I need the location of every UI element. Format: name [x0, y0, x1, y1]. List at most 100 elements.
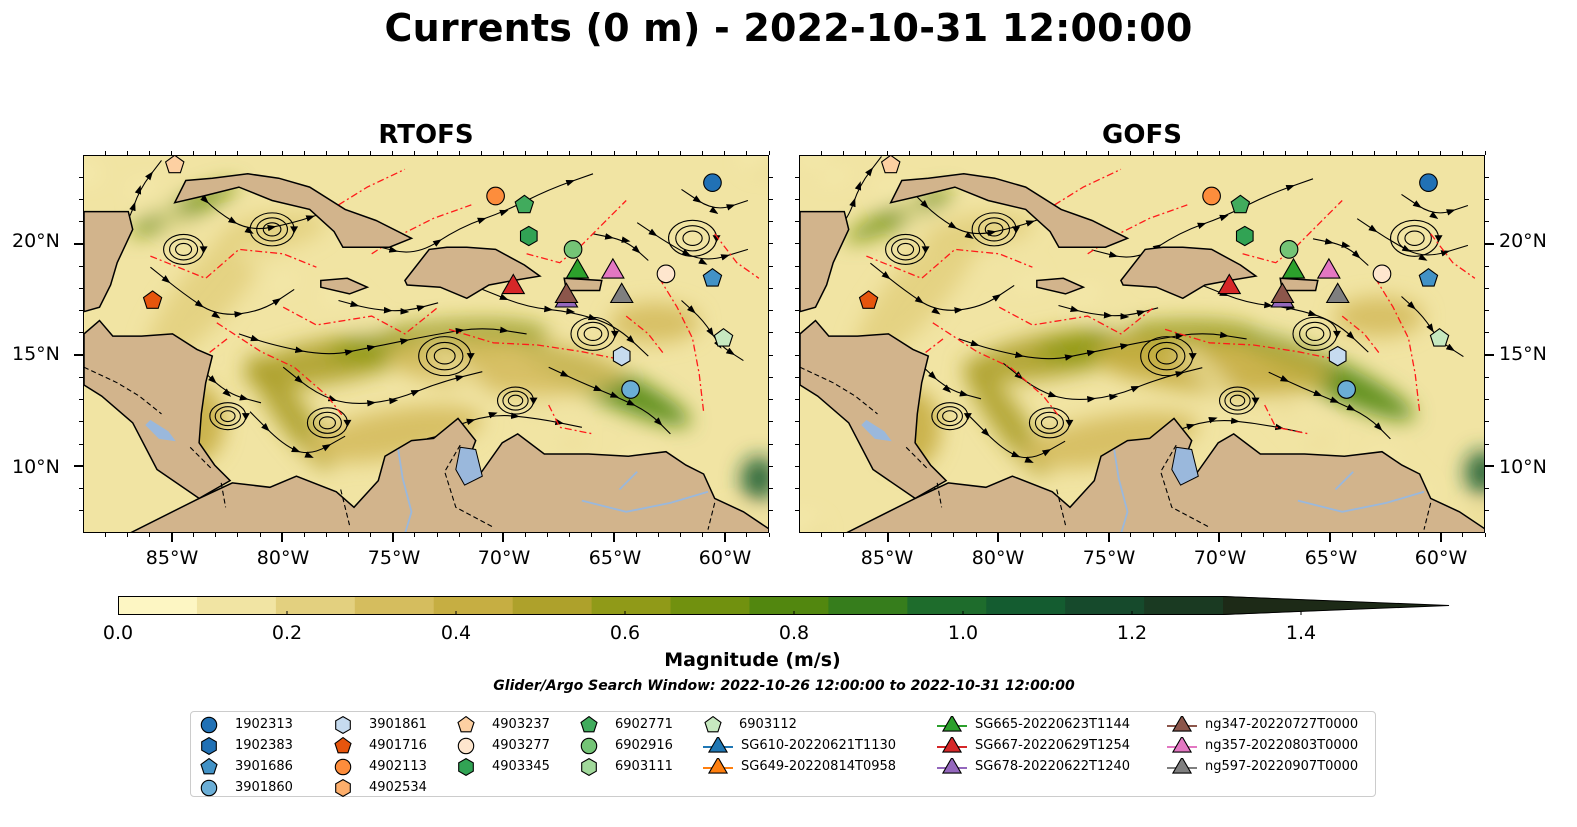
axis-tickmark [795, 465, 799, 467]
axis-tickmark [480, 533, 482, 537]
axis-tickmark [392, 151, 394, 155]
axis-tickmark [887, 151, 889, 155]
land-centralAmerica [84, 319, 232, 500]
axis-tickmark [1485, 488, 1489, 490]
colorbar-segment [1065, 596, 1145, 615]
axis-tickmark [769, 465, 773, 467]
legend-label: SG665-20220623T1144 [975, 717, 1131, 732]
axis-tickmark [1218, 151, 1220, 155]
axis-tickmark [126, 533, 128, 537]
axis-tickmark [724, 151, 726, 155]
xtick-75w-right: 75°W [1082, 547, 1136, 569]
axis-tickmark [769, 510, 773, 512]
rtofs-map[interactable] [83, 155, 769, 533]
circle-marker-icon [334, 758, 352, 776]
axis-tickmark [281, 151, 283, 155]
axis-tickmark [795, 310, 799, 312]
axis-tickmark [1395, 151, 1397, 155]
land-yucatan [800, 210, 850, 313]
platform-marker [702, 268, 723, 287]
platform-marker [1279, 240, 1299, 259]
axis-tickmark [679, 533, 681, 537]
axis-tickmark [148, 533, 150, 537]
axis-tickmark [931, 151, 933, 155]
circle-marker-icon [457, 737, 475, 755]
axis-tickmark [1418, 533, 1420, 537]
colorbar-tick-1: 0.2 [271, 622, 303, 644]
triangle-marker-icon [937, 716, 967, 732]
platform-marker [554, 282, 579, 304]
axis-tickmark [1107, 533, 1110, 542]
axis-tickmark [702, 151, 704, 155]
colorbar-tick-7: 1.4 [1285, 622, 1317, 644]
ytick-10n-right: 10°N [1499, 456, 1547, 478]
axis-tickmark [259, 151, 261, 155]
axis-tickmark [525, 533, 527, 537]
xtick-80w-right: 80°W [971, 547, 1025, 569]
axis-tickmark [820, 151, 822, 155]
axis-tickmark [1373, 151, 1375, 155]
legend-label: SG678-20220622T1240 [975, 759, 1131, 774]
axis-tickmark [1019, 533, 1021, 537]
axis-tickmark [931, 533, 933, 537]
axis-tickmark [215, 533, 217, 537]
axis-tickmark [1485, 176, 1489, 178]
ytick-20n-right: 20°N [1499, 230, 1547, 252]
gofs-map-canvas [800, 156, 1484, 532]
platform-marker [142, 290, 163, 309]
axis-tickmark [795, 510, 799, 512]
axis-tickmark [74, 242, 83, 245]
axis-tickmark [1485, 354, 1494, 357]
axis-tickmark [1064, 533, 1066, 537]
legend-label: 4902113 [369, 759, 427, 774]
axis-tickmark [1485, 465, 1494, 468]
axis-tickmark [502, 533, 504, 537]
streamlines [105, 160, 749, 495]
inland-water [145, 419, 483, 486]
colorbar-tick-3: 0.6 [609, 622, 641, 644]
circle-marker-icon [200, 779, 218, 797]
hexagon-marker-icon [335, 779, 351, 797]
platform-marker [880, 156, 901, 174]
axis-tickmark [1152, 533, 1154, 537]
axis-tickmark [325, 151, 327, 155]
platform-marker [1316, 257, 1341, 279]
axis-tickmark [126, 151, 128, 155]
platform-marker [1419, 173, 1438, 193]
axis-tickmark [795, 221, 799, 223]
axis-tickmark [591, 533, 593, 537]
colorbar-segment [749, 596, 829, 615]
axis-tickmark [864, 533, 866, 537]
axis-tickmark [769, 421, 773, 423]
platform-marker [1429, 328, 1450, 347]
axis-tickmark [1064, 151, 1066, 155]
axis-tickmark [1329, 151, 1331, 155]
axis-tickmark [458, 151, 460, 155]
axis-tickmark [215, 151, 217, 155]
rtofs-map-canvas [84, 156, 768, 532]
axis-tickmark [480, 151, 482, 155]
colorbar-segment [433, 596, 514, 615]
legend-label: ng347-20220727T0000 [1205, 717, 1359, 732]
colorbar-segment [591, 596, 672, 615]
axis-tickmark [724, 533, 726, 537]
axis-tickmark [1484, 533, 1486, 537]
axis-tickmark [795, 287, 799, 289]
triangle-marker-icon [1167, 737, 1197, 753]
axis-tickmark [769, 221, 773, 223]
legend-label: 4903277 [492, 738, 550, 753]
axis-tickmark [1086, 151, 1088, 155]
legend-label: SG667-20220629T1254 [975, 738, 1131, 753]
axis-tickmark [79, 198, 83, 200]
axis-tickmark [1241, 151, 1243, 155]
colorbar-segment [354, 596, 435, 615]
axis-tickmark [842, 533, 844, 537]
axis-tickmark [1130, 151, 1132, 155]
axis-tickmark [723, 533, 726, 542]
axis-tickmark [171, 151, 173, 155]
axis-tickmark [1285, 533, 1287, 537]
gofs-map[interactable] [799, 155, 1485, 533]
axis-tickmark [795, 265, 799, 267]
axis-tickmark [1485, 265, 1489, 267]
axis-tickmark [281, 533, 283, 537]
